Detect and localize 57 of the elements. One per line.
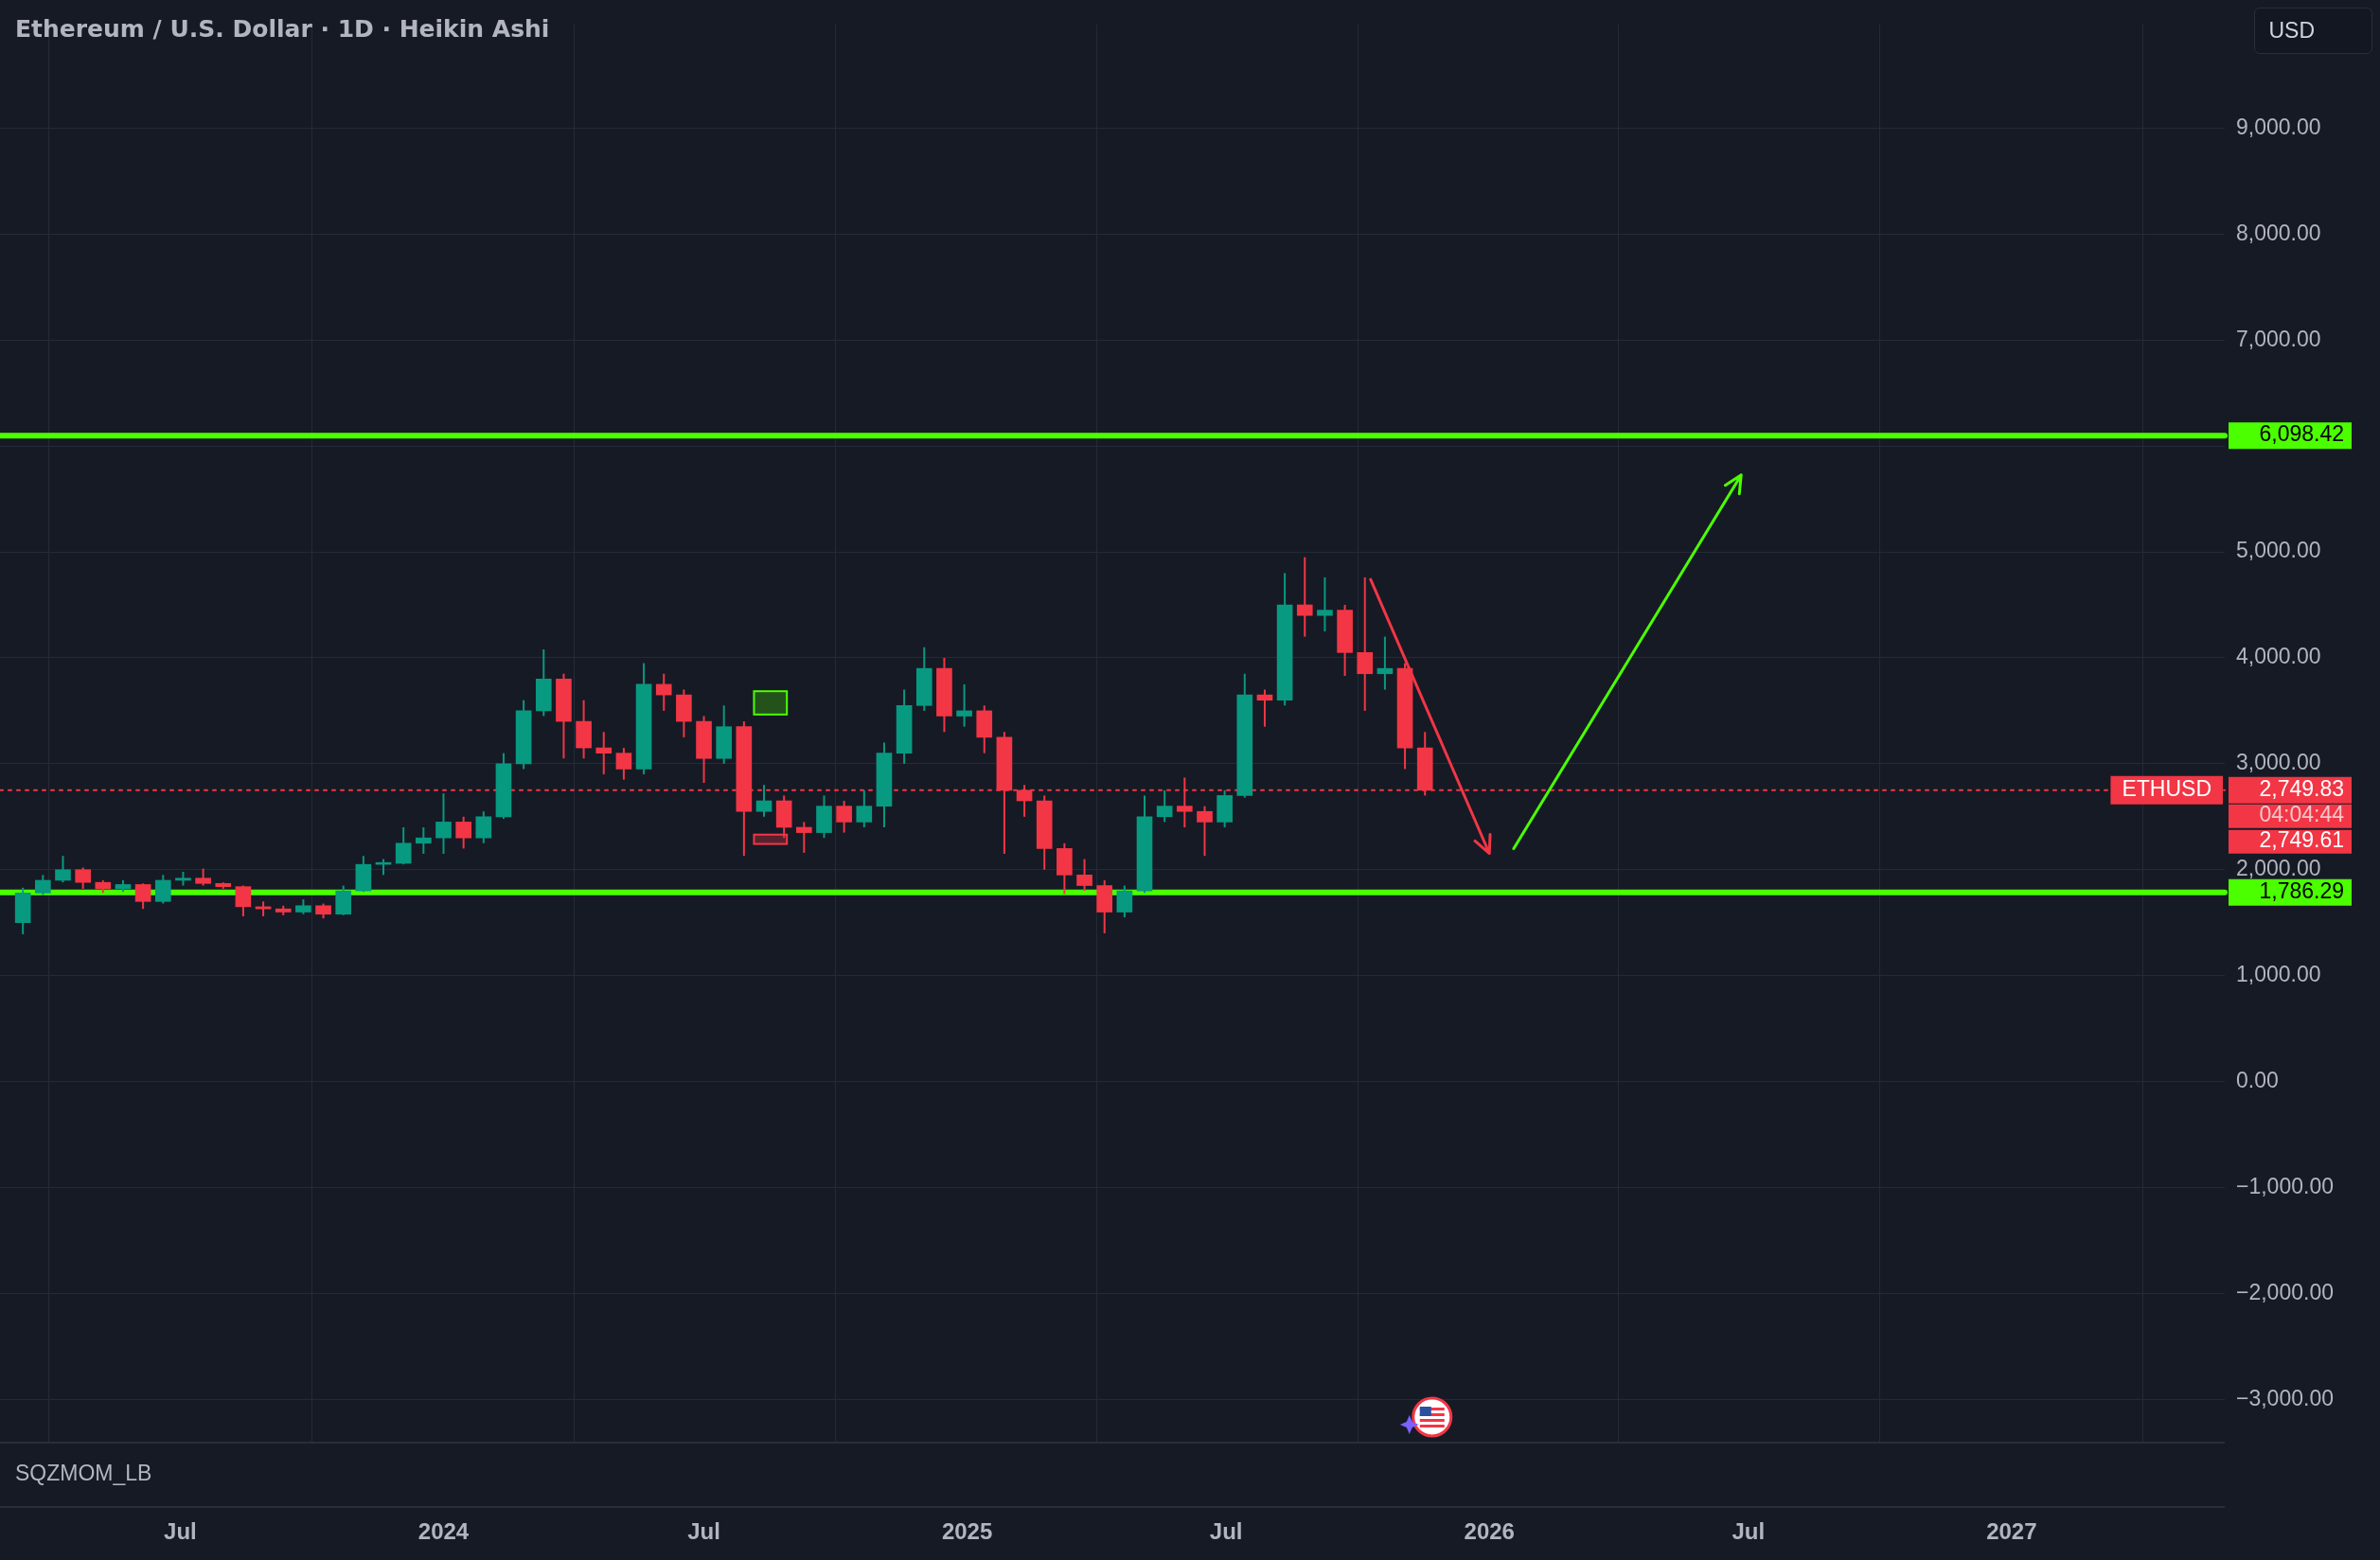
y-tick-label: 9,000.00: [2236, 114, 2321, 139]
candlestick: [1197, 805, 1213, 858]
x-tick-label: Jul: [164, 1518, 197, 1545]
chart-title: Ethereum / U.S. Dollar · 1D · Heikin Ashi: [15, 15, 550, 43]
y-tick-label: 5,000.00: [2236, 538, 2321, 563]
candlestick: [956, 682, 972, 728]
candlestick: [1256, 688, 1273, 728]
candlestick: [475, 810, 492, 844]
candlestick: [1317, 576, 1333, 632]
annotation: ETHUSD: [2122, 776, 2211, 802]
candlestick: [655, 672, 672, 712]
candlestick: [1116, 884, 1133, 919]
candlestick: [235, 884, 252, 917]
ref-line-label: 1,786.29: [2259, 878, 2344, 904]
candlestick: [1076, 858, 1092, 893]
x-tick-label: Jul: [687, 1518, 720, 1545]
candlestick: [796, 821, 812, 854]
x-tick-label: 2027: [1986, 1518, 2037, 1545]
x-tick-label: Jul: [1209, 1518, 1243, 1545]
candlestick: [595, 731, 613, 776]
y-tick-label: 1,000.00: [2236, 961, 2321, 986]
x-tick-label: 2026: [1464, 1518, 1515, 1545]
y-tick-label: 3,000.00: [2236, 750, 2321, 775]
candlestick: [1376, 635, 1394, 691]
candlestick: [856, 789, 873, 828]
text: USD: [2254, 8, 2372, 54]
ref-line-label: 2,749.83: [2259, 776, 2344, 802]
candlestick: [55, 855, 71, 884]
y-tick-label: 4,000.00: [2236, 644, 2321, 669]
y-tick-label: 0.00: [2236, 1067, 2279, 1092]
candlestick: [1357, 576, 1374, 712]
text: 2,749.61: [2259, 827, 2344, 853]
candlestick: [755, 784, 773, 818]
y-tick-label: −2,000.00: [2236, 1279, 2334, 1304]
y-tick-label: −1,000.00: [2236, 1173, 2334, 1198]
candlestick: [1296, 556, 1313, 638]
candlestick: [35, 874, 51, 896]
x-tick-label: Jul: [1732, 1518, 1766, 1545]
candlestick: [395, 825, 412, 866]
y-tick-label: 7,000.00: [2236, 326, 2321, 351]
candlestick: [154, 874, 171, 905]
candlestick: [75, 866, 91, 890]
candlestick: [435, 792, 452, 855]
candlestick: [455, 815, 471, 850]
candlestick: [836, 800, 852, 834]
indicator-pane: SQZMOM_LB: [0, 1442, 2225, 1508]
ref-line-label: 6,098.42: [2259, 421, 2344, 447]
x-tick-label: 2024: [417, 1518, 470, 1545]
candlestick: [1156, 789, 1173, 824]
text: 04:04:44: [2259, 802, 2345, 827]
candlestick: [416, 825, 432, 855]
y-tick-label: 8,000.00: [2236, 220, 2321, 245]
y-tick-label: 2,000.00: [2236, 856, 2321, 881]
y-tick-label: −3,000.00: [2236, 1385, 2334, 1410]
candlestick: [134, 882, 151, 911]
candlestick: [615, 747, 632, 781]
x-tick-label: 2025: [941, 1518, 993, 1545]
